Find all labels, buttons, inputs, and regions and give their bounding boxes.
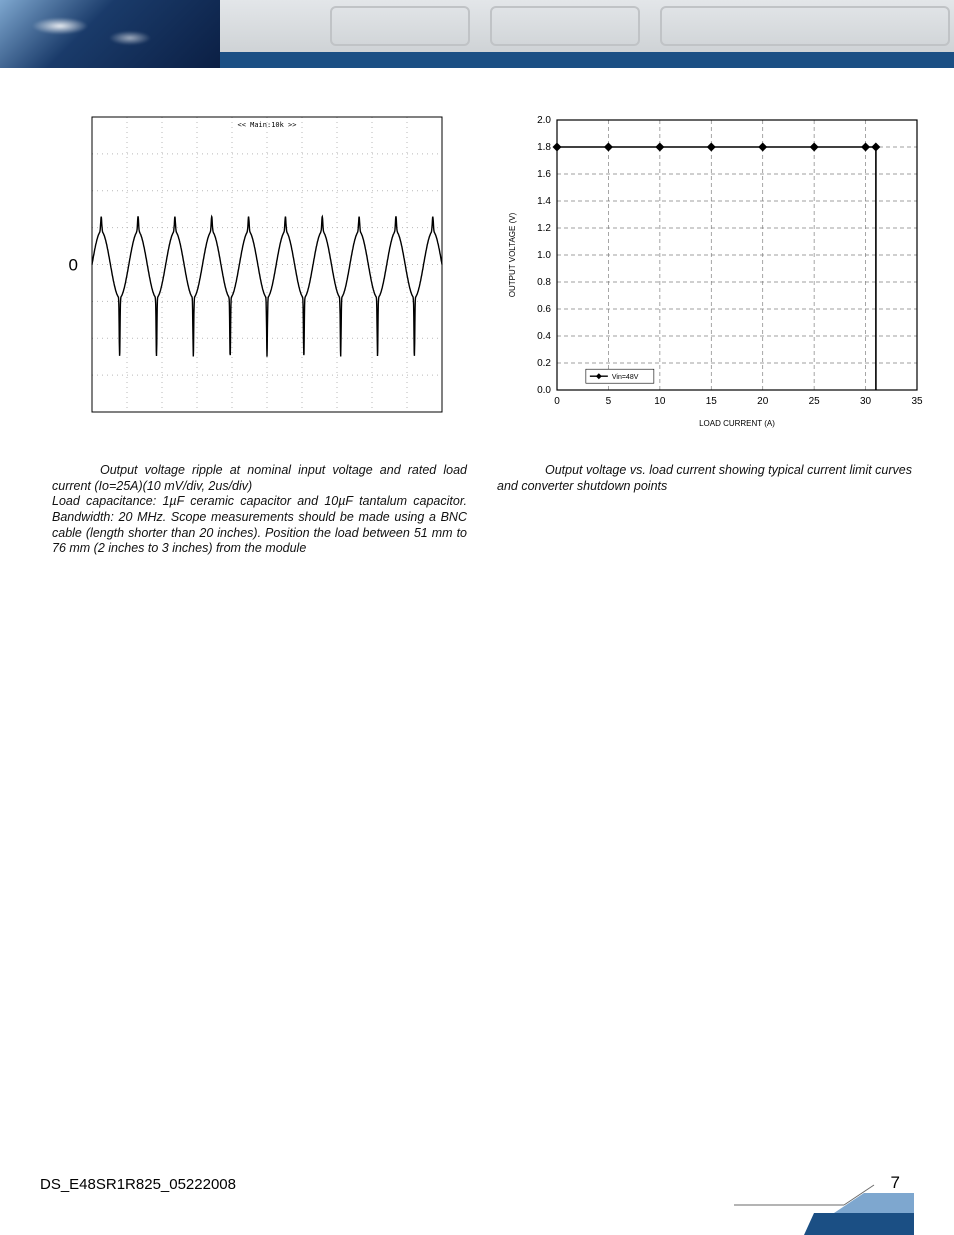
svg-text:2.0: 2.0 [537,115,551,126]
svg-text:1.0: 1.0 [537,250,551,261]
svg-text:OUTPUT VOLTAGE (V): OUTPUT VOLTAGE (V) [508,212,517,297]
svg-text:LOAD CURRENT (A): LOAD CURRENT (A) [699,419,775,428]
doc-id: DS_E48SR1R825_05222008 [40,1176,236,1193]
svg-text:0: 0 [554,396,560,407]
svg-text:30: 30 [860,396,872,407]
caption-left-rest: Load capacitance: 1µF ceramic capacitor … [52,494,467,555]
caption-right-text: Output voltage vs. load current showing … [497,463,912,493]
ripple-chart: << Main:10k >> 0 [52,112,447,427]
svg-text:1.2: 1.2 [537,223,551,234]
svg-text:0: 0 [69,256,78,275]
svg-text:1.8: 1.8 [537,142,551,153]
caption-right: Output voltage vs. load current showing … [497,463,912,494]
svg-text:0.0: 0.0 [537,385,551,396]
figure-row: << Main:10k >> 0 Output voltage ripple at… [52,112,912,582]
svg-text:5: 5 [606,396,612,407]
svg-text:15: 15 [706,396,718,407]
banner-outline-shape [490,6,640,46]
svg-text:0.8: 0.8 [537,277,551,288]
caption-left-lead: Output voltage ripple at nominal input v… [52,463,467,494]
col-left: << Main:10k >> 0 Output voltage ripple at… [52,112,467,582]
svg-text:0.2: 0.2 [537,358,551,369]
banner-outline-shape [330,6,470,46]
col-right: 0.0 0.2 0.4 0.6 0.8 1.0 1.2 1.4 1.6 1.8 2.0 0 5 10 15 2… [497,112,912,582]
svg-text:20: 20 [757,396,769,407]
svg-text:1.4: 1.4 [537,196,551,207]
svg-text:Vin=48V: Vin=48V [612,374,639,381]
svg-text:0.6: 0.6 [537,304,551,315]
svg-text:25: 25 [809,396,821,407]
svg-text:10: 10 [654,396,666,407]
footer-corner-art [734,1175,914,1235]
page: << Main:10k >> 0 Output voltage ripple at… [0,0,954,1235]
banner-left-art [0,0,220,68]
header-banner [0,0,954,68]
svg-text:1.6: 1.6 [537,169,551,180]
footer: DS_E48SR1R825_05222008 7 [40,1163,914,1203]
caption-left: Output voltage ripple at nominal input v… [52,463,467,557]
svg-text:0.4: 0.4 [537,331,551,342]
svg-text:<< Main:10k >>: << Main:10k >> [237,121,296,129]
banner-outline-shape [660,6,950,46]
vi-chart: 0.0 0.2 0.4 0.6 0.8 1.0 1.2 1.4 1.6 1.8 2.0 0 5 10 15 2… [497,112,892,427]
svg-text:35: 35 [911,396,923,407]
